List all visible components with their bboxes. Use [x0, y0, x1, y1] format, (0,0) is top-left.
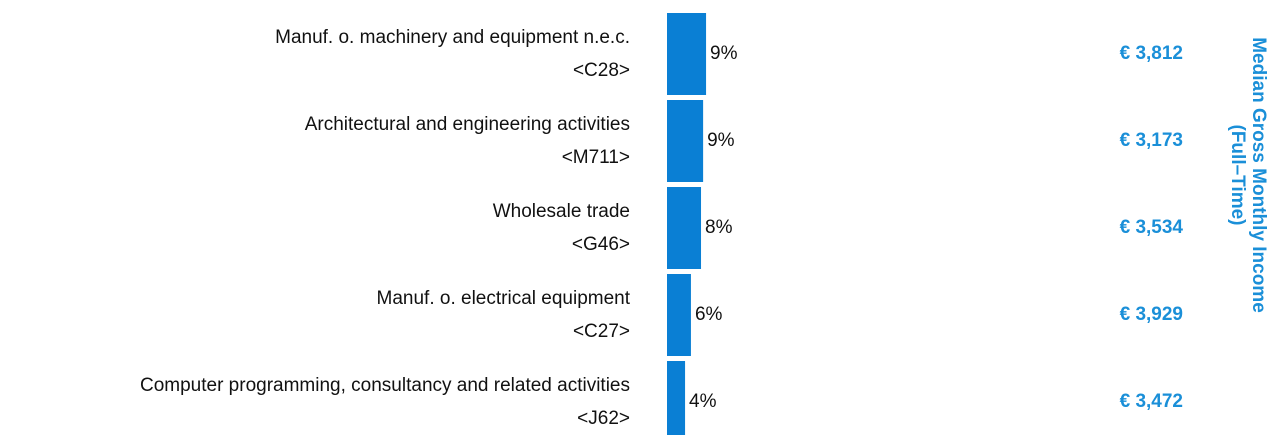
bar: [667, 361, 686, 435]
category-label: Wholesale trade: [493, 201, 630, 222]
bar: [667, 13, 707, 95]
income-axis-title-line: (Full–Time): [1227, 125, 1248, 226]
category-code: <G46>: [572, 234, 630, 255]
value-label: 8%: [705, 217, 733, 238]
value-label: 9%: [710, 43, 738, 64]
income-label: € 3,812: [1120, 43, 1183, 64]
income-axis-title: Median Gross Monthly Income(Full–Time): [1227, 37, 1269, 313]
bar: [667, 274, 691, 356]
category-code: <M711>: [562, 147, 630, 168]
category-label: Architectural and engineering activities: [305, 114, 630, 135]
category-label: Manuf. o. electrical equipment: [377, 288, 631, 309]
income-label: € 3,929: [1120, 304, 1183, 325]
income-label: € 3,472: [1120, 391, 1183, 412]
value-label: 4%: [689, 391, 717, 412]
value-label: 6%: [695, 304, 723, 325]
bar: [667, 100, 704, 182]
category-label: Manuf. o. machinery and equipment n.e.c.: [275, 27, 630, 48]
income-label: € 3,173: [1120, 130, 1183, 151]
category-code: <C28>: [573, 60, 630, 81]
value-label: 9%: [707, 130, 735, 151]
category-code: <C27>: [573, 321, 630, 342]
income-label: € 3,534: [1120, 217, 1184, 238]
category-code: <J62>: [577, 408, 630, 429]
bar: [667, 187, 702, 269]
category-label: Computer programming, consultancy and re…: [140, 375, 630, 396]
income-axis-title-line: Median Gross Monthly Income: [1248, 37, 1269, 313]
